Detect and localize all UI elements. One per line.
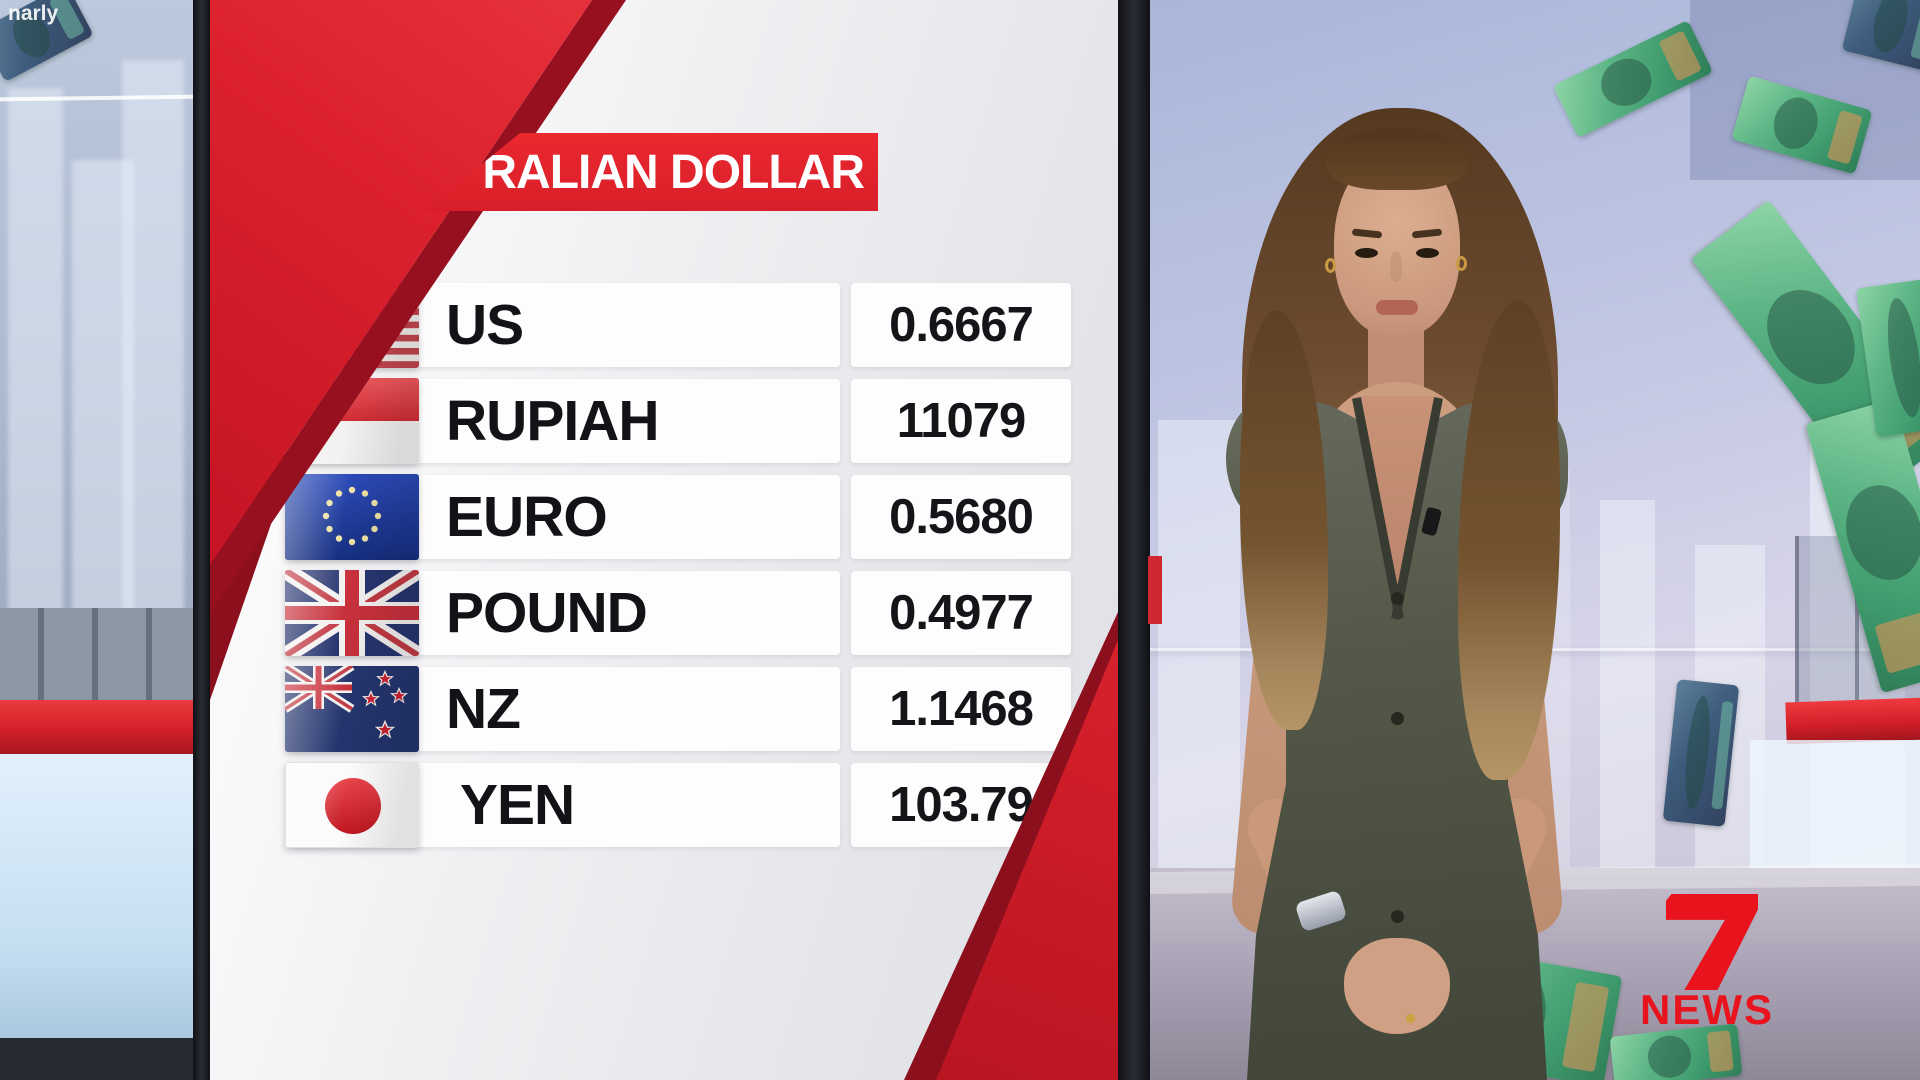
finger-ring	[1406, 1014, 1415, 1023]
city-building-shape	[8, 88, 63, 628]
rate-value: 0.6667	[889, 298, 1034, 352]
european-union-flag-icon	[285, 474, 419, 560]
united-kingdom-flag-icon	[285, 570, 419, 656]
wall-seam	[1855, 536, 1859, 706]
presenter-eye	[1416, 248, 1439, 258]
studio-floor-shadow	[0, 1038, 195, 1080]
title-banner: RALIAN DOLLAR	[424, 133, 878, 211]
studio-wall-panel	[0, 608, 195, 706]
presenter-eye	[1355, 248, 1378, 258]
rate-value: 11079	[896, 394, 1027, 448]
rate-row-nz: 1.1468	[210, 665, 1118, 753]
studio-lower-wall	[1750, 740, 1920, 880]
rate-row-euro: 0.5680 EURO	[210, 473, 1118, 561]
studio-red-strip	[0, 700, 195, 754]
vest-button	[1391, 910, 1404, 923]
japan-flag-icon	[285, 762, 419, 848]
currency-label: POUND	[446, 581, 648, 645]
wall-seam	[1795, 536, 1799, 706]
vest-button	[1391, 592, 1404, 605]
wall-seam	[92, 608, 98, 706]
currency-label: NZ	[446, 677, 521, 741]
seven-news-wordmark: NEWS	[1640, 986, 1774, 1033]
studio-screen	[0, 754, 195, 1042]
currency-label: YEN	[460, 773, 575, 837]
wall-seam	[146, 608, 152, 706]
watermark-text: narly	[8, 2, 59, 25]
presenter-lips	[1376, 300, 1418, 315]
rate-value-box: 0.5680	[851, 475, 1071, 559]
rate-value-box: 11079	[851, 379, 1071, 463]
screen-bezel-right	[1118, 0, 1150, 1080]
new-zealand-flag-icon	[285, 666, 419, 752]
rate-value: 103.79	[889, 778, 1034, 832]
presenter-earring	[1325, 258, 1336, 273]
currency-label: RUPIAH	[446, 389, 660, 453]
rate-value-box: 1.1468	[851, 667, 1071, 751]
currency-label: EURO	[446, 485, 608, 549]
screen-bezel-left	[193, 0, 210, 1080]
rate-value: 0.4977	[889, 586, 1034, 640]
wall-seam	[38, 608, 44, 706]
studio-red-strip-sliver	[1148, 556, 1162, 624]
rate-row-yen: 103.79 YEN	[210, 761, 1118, 849]
panel-title: RALIAN DOLLAR	[482, 145, 865, 199]
currency-label: US	[446, 293, 524, 357]
studio-red-strip	[1785, 697, 1920, 745]
currency-rates-panel: 0.6667	[210, 0, 1118, 1080]
presenter-earring	[1456, 256, 1467, 271]
city-building-shape	[122, 60, 184, 630]
presenter-hair-fringe	[1326, 128, 1468, 190]
rate-value-box: 0.6667	[851, 283, 1071, 367]
presenter-hands	[1344, 938, 1450, 1034]
rate-value-box: 0.4977	[851, 571, 1071, 655]
rate-value: 0.5680	[889, 490, 1034, 544]
studio-left-wall	[0, 0, 195, 1080]
presenter-nose	[1390, 252, 1402, 282]
rate-value: 1.1468	[889, 682, 1034, 736]
rate-row-pound: 0.4977 POUND	[210, 569, 1118, 657]
vest-button	[1391, 712, 1404, 725]
